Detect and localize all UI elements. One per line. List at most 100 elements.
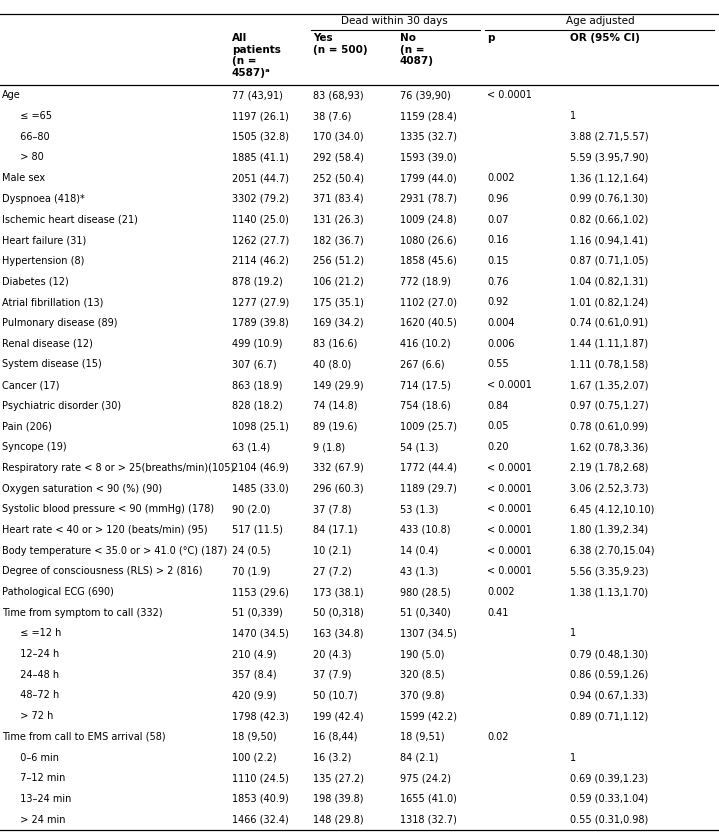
Text: < 0.0001: < 0.0001 [487, 545, 532, 555]
Text: 0.55 (0.31,0.98): 0.55 (0.31,0.98) [570, 815, 649, 825]
Text: 3302 (79.2): 3302 (79.2) [232, 194, 289, 204]
Text: 135 (27.2): 135 (27.2) [313, 773, 364, 783]
Text: Time from symptom to call (332): Time from symptom to call (332) [2, 608, 162, 618]
Text: 1853 (40.9): 1853 (40.9) [232, 794, 289, 804]
Text: 48–72 h: 48–72 h [14, 691, 59, 701]
Text: 51 (0,339): 51 (0,339) [232, 608, 283, 618]
Text: 1.16 (0.94,1.41): 1.16 (0.94,1.41) [570, 235, 648, 245]
Text: 40 (8.0): 40 (8.0) [313, 359, 352, 369]
Text: 18 (9,51): 18 (9,51) [400, 731, 444, 741]
Text: 70 (1.9): 70 (1.9) [232, 566, 270, 576]
Text: p: p [487, 33, 495, 43]
Text: 714 (17.5): 714 (17.5) [400, 380, 451, 390]
Text: 1.44 (1.11,1.87): 1.44 (1.11,1.87) [570, 339, 648, 349]
Text: 1593 (39.0): 1593 (39.0) [400, 153, 457, 163]
Text: 37 (7.9): 37 (7.9) [313, 670, 352, 680]
Text: 14 (0.4): 14 (0.4) [400, 545, 439, 555]
Text: 1110 (24.5): 1110 (24.5) [232, 773, 289, 783]
Text: 878 (19.2): 878 (19.2) [232, 276, 283, 286]
Text: Psychiatric disorder (30): Psychiatric disorder (30) [2, 401, 121, 411]
Text: Dyspnoea (418)*: Dyspnoea (418)* [2, 194, 85, 204]
Text: 252 (50.4): 252 (50.4) [313, 173, 364, 183]
Text: 0.89 (0.71,1.12): 0.89 (0.71,1.12) [570, 711, 649, 721]
Text: 38 (7.6): 38 (7.6) [313, 111, 352, 121]
Text: 1153 (29.6): 1153 (29.6) [232, 587, 289, 597]
Text: Syncope (19): Syncope (19) [2, 443, 67, 453]
Text: Pain (206): Pain (206) [2, 422, 52, 432]
Text: 1789 (39.8): 1789 (39.8) [232, 318, 289, 328]
Text: 0.97 (0.75,1.27): 0.97 (0.75,1.27) [570, 401, 649, 411]
Text: Heart failure (31): Heart failure (31) [2, 235, 86, 245]
Text: 1620 (40.5): 1620 (40.5) [400, 318, 457, 328]
Text: 1470 (34.5): 1470 (34.5) [232, 629, 289, 639]
Text: 0.20: 0.20 [487, 443, 508, 453]
Text: Renal disease (12): Renal disease (12) [2, 339, 93, 349]
Text: 83 (16.6): 83 (16.6) [313, 339, 357, 349]
Text: 1.38 (1.13,1.70): 1.38 (1.13,1.70) [570, 587, 648, 597]
Text: 2931 (78.7): 2931 (78.7) [400, 194, 457, 204]
Text: 6.45 (4.12,10.10): 6.45 (4.12,10.10) [570, 504, 654, 514]
Text: < 0.0001: < 0.0001 [487, 566, 532, 576]
Text: 84 (17.1): 84 (17.1) [313, 525, 357, 535]
Text: 9 (1.8): 9 (1.8) [313, 443, 345, 453]
Text: 517 (11.5): 517 (11.5) [232, 525, 283, 535]
Text: 499 (10.9): 499 (10.9) [232, 339, 283, 349]
Text: 1080 (26.6): 1080 (26.6) [400, 235, 457, 245]
Text: 199 (42.4): 199 (42.4) [313, 711, 364, 721]
Text: 1318 (32.7): 1318 (32.7) [400, 815, 457, 825]
Text: Cancer (17): Cancer (17) [2, 380, 60, 390]
Text: 84 (2.1): 84 (2.1) [400, 752, 439, 762]
Text: Oxygen saturation < 90 (%) (90): Oxygen saturation < 90 (%) (90) [2, 483, 162, 493]
Text: 210 (4.9): 210 (4.9) [232, 649, 277, 659]
Text: < 0.0001: < 0.0001 [487, 504, 532, 514]
Text: 0–6 min: 0–6 min [14, 752, 59, 762]
Text: 0.02: 0.02 [487, 731, 508, 741]
Text: 169 (34.2): 169 (34.2) [313, 318, 364, 328]
Text: 1159 (28.4): 1159 (28.4) [400, 111, 457, 121]
Text: 6.38 (2.70,15.04): 6.38 (2.70,15.04) [570, 545, 654, 555]
Text: 0.002: 0.002 [487, 587, 515, 597]
Text: 975 (24.2): 975 (24.2) [400, 773, 451, 783]
Text: Degree of consciousness (RLS) > 2 (816): Degree of consciousness (RLS) > 2 (816) [2, 566, 203, 576]
Text: 131 (26.3): 131 (26.3) [313, 215, 364, 225]
Text: Male sex: Male sex [2, 173, 45, 183]
Text: 1262 (27.7): 1262 (27.7) [232, 235, 289, 245]
Text: 0.76: 0.76 [487, 276, 508, 286]
Text: 1: 1 [570, 629, 576, 639]
Text: 1335 (32.7): 1335 (32.7) [400, 132, 457, 142]
Text: 1189 (29.7): 1189 (29.7) [400, 483, 457, 493]
Text: 173 (38.1): 173 (38.1) [313, 587, 364, 597]
Text: < 0.0001: < 0.0001 [487, 380, 532, 390]
Text: > 24 min: > 24 min [14, 815, 65, 825]
Text: 149 (29.9): 149 (29.9) [313, 380, 364, 390]
Text: 1140 (25.0): 1140 (25.0) [232, 215, 289, 225]
Text: 10 (2.1): 10 (2.1) [313, 545, 352, 555]
Text: 754 (18.6): 754 (18.6) [400, 401, 451, 411]
Text: > 80: > 80 [14, 153, 44, 163]
Text: 1197 (26.1): 1197 (26.1) [232, 111, 289, 121]
Text: 0.94 (0.67,1.33): 0.94 (0.67,1.33) [570, 691, 648, 701]
Text: ≤ =12 h: ≤ =12 h [14, 629, 61, 639]
Text: 0.55: 0.55 [487, 359, 508, 369]
Text: 3.06 (2.52,3.73): 3.06 (2.52,3.73) [570, 483, 649, 493]
Text: 54 (1.3): 54 (1.3) [400, 443, 439, 453]
Text: 420 (9.9): 420 (9.9) [232, 691, 277, 701]
Text: Ischemic heart disease (21): Ischemic heart disease (21) [2, 215, 138, 225]
Text: Dead within 30 days: Dead within 30 days [341, 16, 447, 26]
Text: No
(n =
4087): No (n = 4087) [400, 33, 434, 66]
Text: 332 (67.9): 332 (67.9) [313, 463, 364, 473]
Text: 37 (7.8): 37 (7.8) [313, 504, 352, 514]
Text: 0.15: 0.15 [487, 256, 508, 266]
Text: 74 (14.8): 74 (14.8) [313, 401, 357, 411]
Text: 1772 (44.4): 1772 (44.4) [400, 463, 457, 473]
Text: 292 (58.4): 292 (58.4) [313, 153, 364, 163]
Text: 20 (4.3): 20 (4.3) [313, 649, 352, 659]
Text: 77 (43,91): 77 (43,91) [232, 90, 283, 100]
Text: 1.80 (1.39,2.34): 1.80 (1.39,2.34) [570, 525, 648, 535]
Text: 0.78 (0.61,0.99): 0.78 (0.61,0.99) [570, 422, 648, 432]
Text: 13–24 min: 13–24 min [14, 794, 71, 804]
Text: 106 (21.2): 106 (21.2) [313, 276, 364, 286]
Text: 980 (28.5): 980 (28.5) [400, 587, 451, 597]
Text: 267 (6.6): 267 (6.6) [400, 359, 444, 369]
Text: 1655 (41.0): 1655 (41.0) [400, 794, 457, 804]
